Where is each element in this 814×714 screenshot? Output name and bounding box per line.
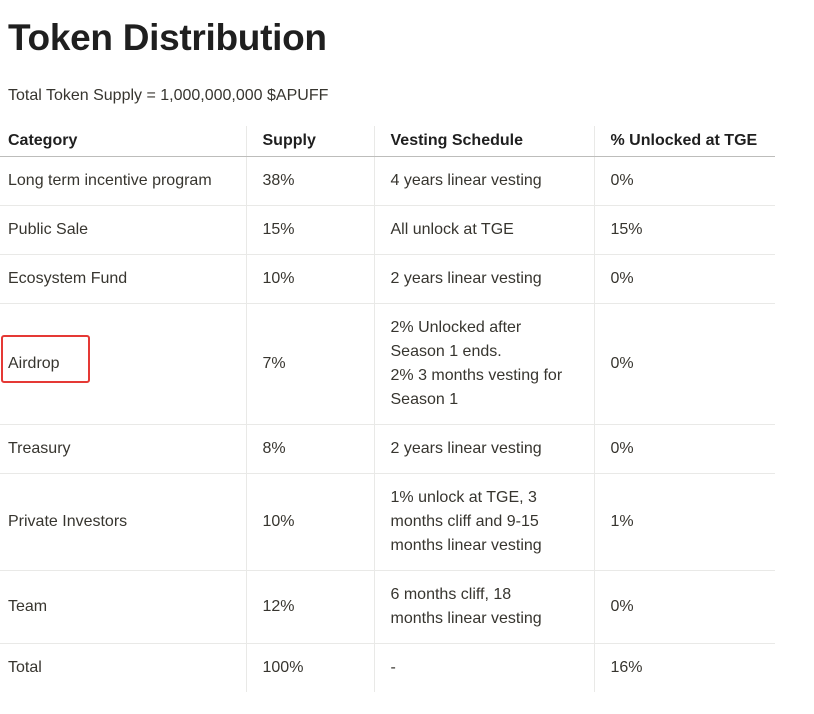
cell-unlocked: 0% <box>593 303 775 425</box>
cell-unlocked: 0% <box>593 570 775 644</box>
cell-vesting: All unlock at TGE <box>373 205 594 255</box>
cell-category: Total <box>8 659 42 676</box>
table-header-row: Category Supply Vesting Schedule % Unloc… <box>0 126 775 157</box>
table-row: Private Investors 10% 1% unlock at TGE, … <box>0 473 775 571</box>
table-row: Airdrop 7% 2% Unlocked after Season 1 en… <box>0 303 775 425</box>
vesting-line: months linear vesting <box>390 610 542 627</box>
table-row-total: Total 100% - 16% <box>0 643 775 692</box>
vesting-line: 2 years linear vesting <box>390 440 542 457</box>
cell-unlocked: 16% <box>593 643 775 692</box>
cell-supply: 12% <box>245 570 374 644</box>
table-row: Team 12% 6 months cliff, 18 months linea… <box>0 570 775 644</box>
table-row: Long term incentive program 38% 4 years … <box>0 156 775 206</box>
cell-vesting: - <box>373 643 594 692</box>
vesting-line: 4 years linear vesting <box>390 172 542 189</box>
cell-supply: 7% <box>245 303 374 425</box>
cell-supply: 100% <box>245 643 374 692</box>
cell-vesting: 6 months cliff, 18 months linear vesting <box>373 570 594 644</box>
table-row: Treasury 8% 2 years linear vesting 0% <box>0 424 775 474</box>
table-row: Ecosystem Fund 10% 2 years linear vestin… <box>0 254 775 304</box>
cell-vesting: 2 years linear vesting <box>373 424 594 474</box>
vesting-line: Season 1 ends. <box>390 343 502 360</box>
vesting-line: months cliff and 9-15 <box>390 513 539 530</box>
page-title: Token Distribution <box>8 17 327 58</box>
total-supply-text: Total Token Supply = 1,000,000,000 $APUF… <box>8 87 329 104</box>
cell-vesting: 1% unlock at TGE, 3 months cliff and 9-1… <box>373 473 594 571</box>
cell-vesting: 4 years linear vesting <box>373 156 594 206</box>
cell-category: Airdrop <box>0 303 246 425</box>
cell-vesting: 2 years linear vesting <box>373 254 594 304</box>
header-category: Category <box>0 126 246 157</box>
cell-supply: 10% <box>245 254 374 304</box>
cell-supply: 8% <box>245 424 374 474</box>
vesting-line: 6 months cliff, 18 <box>390 586 512 603</box>
cell-unlocked: 15% <box>593 205 775 255</box>
cell-supply: 10% <box>245 473 374 571</box>
cell-unlocked: 0% <box>593 424 775 474</box>
cell-category: Ecosystem Fund <box>0 254 246 304</box>
token-distribution-table: Category Supply Vesting Schedule % Unloc… <box>0 126 775 692</box>
cell-category: Public Sale <box>0 205 246 255</box>
vesting-line: - <box>390 659 396 676</box>
airdrop-label: Airdrop <box>8 355 60 372</box>
table-row: Public Sale 15% All unlock at TGE 15% <box>0 205 775 255</box>
cell-category: Long term incentive program <box>0 156 246 206</box>
header-unlocked-at-tge: % Unlocked at TGE <box>593 126 775 157</box>
vesting-line: 1% unlock at TGE, 3 <box>390 489 537 506</box>
vesting-line: All unlock at TGE <box>390 221 514 238</box>
cell-category: Treasury <box>0 424 246 474</box>
cell-category: Private Investors <box>0 473 246 571</box>
cell-supply: 38% <box>245 156 374 206</box>
cell-unlocked: 1% <box>593 473 775 571</box>
vesting-line: 2% 3 months vesting for <box>390 367 563 384</box>
cell-supply: 15% <box>245 205 374 255</box>
cell-unlocked: 0% <box>593 156 775 206</box>
header-supply: Supply <box>245 126 374 157</box>
vesting-line: months linear vesting <box>390 537 542 554</box>
header-vesting-schedule: Vesting Schedule <box>373 126 594 157</box>
vesting-line: Season 1 <box>390 391 459 408</box>
cell-vesting: 2% Unlocked after Season 1 ends. 2% 3 mo… <box>373 303 594 425</box>
cell-unlocked: 0% <box>593 254 775 304</box>
vesting-line: 2 years linear vesting <box>390 270 542 287</box>
vesting-line: 2% Unlocked after <box>390 319 522 336</box>
cell-category: Team <box>0 570 246 644</box>
